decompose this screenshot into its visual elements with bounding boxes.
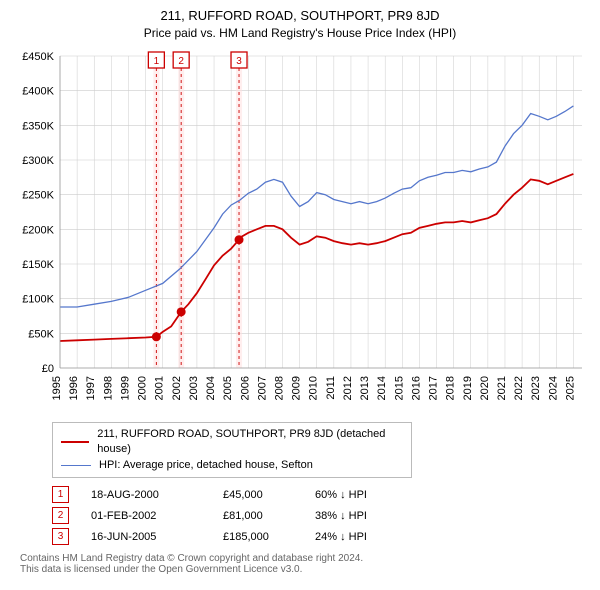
line-chart: £0 £50K £100K £150K £200K £250K £300K £350K £400… [10, 46, 590, 416]
legend-item: HPI: Average price, detached house, Seft… [61, 458, 403, 473]
event-diff: 24% ↓ HPI [315, 531, 367, 543]
svg-text:2014: 2014 [376, 376, 388, 400]
footer-line: Contains HM Land Registry data © Crown c… [20, 553, 590, 564]
svg-text:2016: 2016 [410, 376, 422, 400]
event-num-box: 1 [52, 486, 69, 503]
svg-text:2023: 2023 [530, 376, 542, 400]
svg-text:2007: 2007 [256, 376, 268, 400]
legend-label: 211, RUFFORD ROAD, SOUTHPORT, PR9 8JD (d… [97, 427, 403, 458]
event-price: £81,000 [223, 510, 293, 522]
svg-text:2021: 2021 [496, 376, 508, 400]
event-num-box: 3 [52, 528, 69, 545]
event-list: 1 18-AUG-2000 £45,000 60% ↓ HPI 2 01-FEB… [52, 486, 590, 545]
svg-text:2003: 2003 [188, 376, 200, 400]
svg-text:£400K: £400K [22, 86, 54, 98]
svg-text:£100K: £100K [22, 294, 54, 306]
svg-text:2005: 2005 [222, 376, 234, 400]
svg-text:2015: 2015 [393, 376, 405, 400]
chart-title: 211, RUFFORD ROAD, SOUTHPORT, PR9 8JD [10, 8, 590, 23]
svg-text:2019: 2019 [462, 376, 474, 400]
event-date: 01-FEB-2002 [91, 510, 201, 522]
svg-text:1: 1 [154, 56, 160, 67]
svg-text:£450K: £450K [22, 51, 54, 63]
svg-text:2010: 2010 [308, 376, 320, 400]
event-price: £185,000 [223, 531, 293, 543]
svg-text:2000: 2000 [137, 376, 149, 400]
event-diff: 60% ↓ HPI [315, 489, 367, 501]
svg-text:2011: 2011 [325, 376, 337, 400]
svg-text:2006: 2006 [239, 376, 251, 400]
svg-text:£150K: £150K [22, 259, 54, 271]
svg-text:2013: 2013 [359, 376, 371, 400]
svg-text:£250K: £250K [22, 190, 54, 202]
chart-area: £0 £50K £100K £150K £200K £250K £300K £350K £400… [10, 46, 590, 416]
event-date: 16-JUN-2005 [91, 531, 201, 543]
event-date: 18-AUG-2000 [91, 489, 201, 501]
svg-text:2002: 2002 [171, 376, 183, 400]
svg-text:2009: 2009 [291, 376, 303, 400]
svg-text:2008: 2008 [273, 376, 285, 400]
svg-text:£350K: £350K [22, 120, 54, 132]
legend-label: HPI: Average price, detached house, Seft… [99, 458, 313, 473]
svg-text:2025: 2025 [564, 376, 576, 400]
event-diff: 38% ↓ HPI [315, 510, 367, 522]
svg-text:2022: 2022 [513, 376, 525, 400]
svg-text:1996: 1996 [68, 376, 80, 400]
svg-text:3: 3 [236, 56, 242, 67]
svg-text:£50K: £50K [28, 328, 54, 340]
svg-text:2: 2 [178, 56, 184, 67]
svg-text:2001: 2001 [154, 376, 166, 400]
svg-text:£200K: £200K [22, 224, 54, 236]
svg-text:2012: 2012 [342, 376, 354, 400]
svg-text:2017: 2017 [428, 376, 440, 400]
event-row: 1 18-AUG-2000 £45,000 60% ↓ HPI [52, 486, 590, 503]
event-row: 3 16-JUN-2005 £185,000 24% ↓ HPI [52, 528, 590, 545]
svg-text:1998: 1998 [102, 376, 114, 400]
svg-text:2020: 2020 [479, 376, 491, 400]
event-price: £45,000 [223, 489, 293, 501]
legend-item: 211, RUFFORD ROAD, SOUTHPORT, PR9 8JD (d… [61, 427, 403, 458]
legend: 211, RUFFORD ROAD, SOUTHPORT, PR9 8JD (d… [52, 422, 412, 478]
footer-line: This data is licensed under the Open Gov… [20, 564, 590, 575]
legend-swatch [61, 441, 89, 443]
legend-swatch [61, 465, 91, 466]
svg-text:£0: £0 [42, 363, 54, 375]
event-num-box: 2 [52, 507, 69, 524]
footer: Contains HM Land Registry data © Crown c… [20, 553, 590, 575]
event-row: 2 01-FEB-2002 £81,000 38% ↓ HPI [52, 507, 590, 524]
svg-text:1995: 1995 [51, 376, 63, 400]
chart-subtitle: Price paid vs. HM Land Registry's House … [10, 26, 590, 40]
svg-text:£300K: £300K [22, 155, 54, 167]
svg-text:1997: 1997 [85, 376, 97, 400]
svg-text:2004: 2004 [205, 376, 217, 400]
svg-text:2024: 2024 [547, 376, 559, 400]
svg-text:2018: 2018 [445, 376, 457, 400]
svg-text:1999: 1999 [119, 376, 131, 400]
